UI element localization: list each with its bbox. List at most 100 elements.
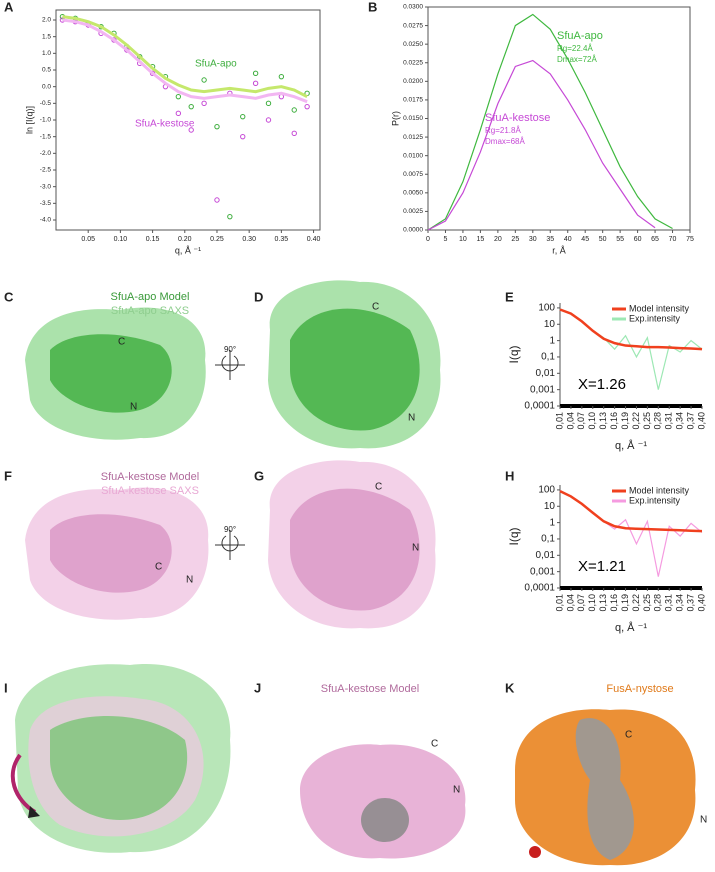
structure-d: C N — [268, 280, 441, 449]
image-title: SfuA-apo SAXS — [111, 305, 189, 317]
legend-label: Exp.intensity — [629, 495, 681, 505]
structure-j: C N SfuA-kestose Model — [300, 683, 466, 859]
legend-label: Model intensity — [629, 485, 690, 495]
y-tick-label: 100 — [538, 485, 555, 496]
y-tick-label: -2.5 — [40, 167, 52, 174]
x-tick-label: 0,28 — [653, 412, 663, 430]
annotation: Rg=21.8Å — [485, 126, 521, 135]
y-axis-label: ln [I(q)] — [24, 106, 34, 134]
panel-letter: F — [4, 468, 12, 483]
terminus-label: C — [625, 730, 632, 741]
y-tick-label: 2.0 — [42, 17, 51, 24]
x-axis-label: q, Å ⁻¹ — [175, 245, 201, 255]
x-tick-label: 0,01 — [554, 594, 564, 612]
y-tick-label: -1.0 — [40, 117, 52, 124]
y-tick-label: 0.0 — [42, 83, 51, 90]
legend-label: Model intensity — [629, 303, 690, 313]
x-tick-label: 0,28 — [653, 594, 663, 612]
x-tick-label: 0,22 — [631, 412, 641, 430]
data-point — [188, 103, 194, 110]
rotation-f: 90° — [215, 525, 245, 560]
y-axis-label: I(q) — [507, 345, 521, 363]
terminus-label: C — [372, 302, 379, 313]
x-tick-label: 0,22 — [631, 594, 641, 612]
series-line — [559, 489, 703, 533]
data-point — [188, 127, 194, 133]
x-tick-label: 0,07 — [576, 412, 586, 430]
y-tick-label: 0,1 — [541, 352, 555, 363]
x-tick-label: 75 — [686, 236, 694, 243]
rotation-label: 90° — [224, 345, 236, 354]
series-line — [559, 308, 703, 351]
x-tick-label: 0,37 — [685, 412, 695, 430]
rotation-label: 90° — [224, 525, 236, 534]
rotation-c: 90° — [215, 345, 245, 380]
y-tick-label: 0.0100 — [403, 152, 423, 159]
y-tick-label: 0.0000 — [403, 227, 423, 234]
y-tick-label: 0.0050 — [403, 190, 423, 197]
y-tick-label: 0,1 — [541, 534, 555, 545]
x-tick-label: 0,37 — [685, 594, 695, 612]
x-tick-label: 0,04 — [565, 594, 575, 612]
x-tick-label: 50 — [599, 236, 607, 243]
series-line — [427, 59, 656, 231]
data-point — [265, 117, 272, 123]
x-axis-label: q, Å ⁻¹ — [615, 621, 647, 634]
terminus-label: N — [130, 402, 137, 413]
y-tick-label: 0.0025 — [403, 208, 423, 215]
x-tick-label: 0.30 — [242, 236, 256, 243]
x-tick-label: 55 — [616, 236, 624, 243]
annotation: SfuA-kestose — [135, 119, 195, 130]
fit-line — [62, 18, 308, 104]
image-title: FusA-nystose — [606, 683, 673, 695]
x-tick-label: 0.35 — [275, 236, 289, 243]
x-tick-label: 0,04 — [565, 412, 575, 430]
x-tick-label: 0.25 — [210, 236, 224, 243]
x-tick-label: 0.15 — [146, 236, 160, 243]
x-tick-label: 65 — [651, 236, 659, 243]
x-tick-label: 0,40 — [696, 412, 706, 430]
x-axis-label: q, Å ⁻¹ — [615, 439, 647, 452]
x-tick-label: 0,25 — [642, 412, 652, 430]
terminus-label: N — [186, 575, 193, 586]
y-tick-label: 1.0 — [42, 50, 51, 57]
x-tick-label: 0.05 — [81, 236, 95, 243]
x-tick-label: 30 — [529, 236, 537, 243]
x-tick-label: 0,16 — [609, 412, 619, 430]
x-tick-label: 0,07 — [576, 594, 586, 612]
x-tick-label: 40 — [564, 236, 572, 243]
legend-label: Exp.intensity — [629, 313, 681, 323]
x-tick-label: 0.10 — [114, 236, 128, 243]
panel-letter: D — [254, 289, 263, 304]
x-tick-label: 45 — [581, 236, 589, 243]
y-tick-label: 0.0250 — [403, 41, 423, 48]
y-tick-label: 0.0075 — [403, 171, 423, 178]
x-tick-label: 0,13 — [598, 594, 608, 612]
y-tick-label: -3.5 — [40, 200, 52, 207]
x-tick-label: 0,31 — [664, 412, 674, 430]
annotation: SfuA-apo — [557, 30, 603, 42]
x-tick-label: 0,25 — [642, 594, 652, 612]
terminus-label: N — [700, 815, 707, 826]
terminus-label: C — [431, 739, 438, 750]
panel-letter: A — [4, 0, 14, 14]
fit-line — [62, 15, 308, 98]
y-tick-label: -4.0 — [40, 217, 52, 224]
y-tick-label: 0.0200 — [403, 78, 423, 85]
structure-i — [10, 664, 231, 853]
x-tick-label: 0,31 — [664, 594, 674, 612]
y-tick-label: 0,0001 — [524, 583, 555, 594]
x-tick-label: 0,19 — [620, 412, 630, 430]
image-title: SfuA-apo Model — [111, 291, 190, 303]
data-point — [240, 113, 246, 120]
x-tick-label: 0,34 — [675, 412, 685, 430]
y-tick-label: 0,001 — [530, 384, 555, 395]
x-tick-label: 0.40 — [307, 236, 321, 243]
data-point — [240, 133, 246, 140]
data-point — [265, 100, 272, 107]
x-axis-label: r, Å — [552, 245, 566, 255]
y-tick-label: 0,01 — [536, 550, 556, 561]
x-tick-label: 10 — [459, 236, 467, 243]
